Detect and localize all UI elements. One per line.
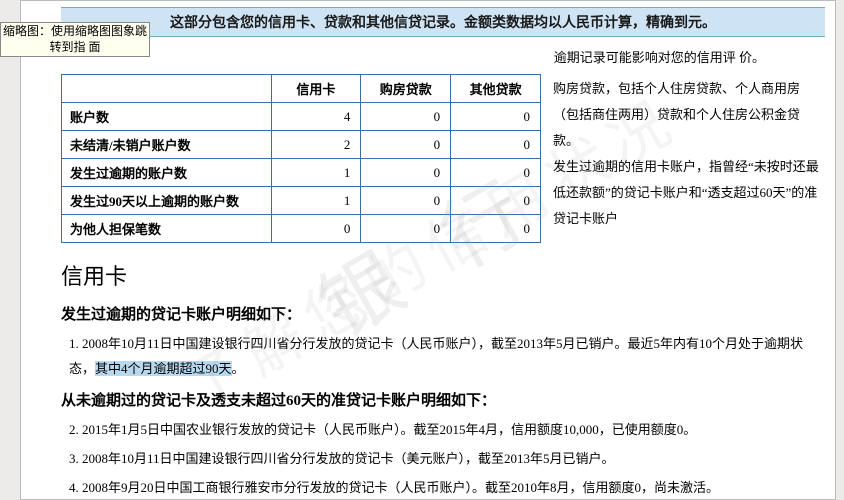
thumbnail-tooltip: 缩略图：使用缩略图图象跳转到指 面: [0, 22, 150, 57]
list-item: 1. 2008年10月11日中国建设银行四川省分行发放的贷记卡（人民币账户），截…: [69, 332, 825, 381]
cell-label: 未结清/未销户账户数: [62, 131, 272, 159]
sub-title-overdue: 发生过逾期的贷记卡账户明细如下：: [61, 303, 825, 324]
cell-value: 1: [271, 187, 361, 215]
overdue-note: 逾期记录可能影响对您的信用评 价。: [61, 47, 825, 66]
cell-value: 0: [361, 187, 451, 215]
cell-value: 0: [361, 159, 451, 187]
cell-value: 2: [271, 131, 361, 159]
table-row: 账户数 4 0 0: [62, 103, 541, 131]
list-item: 2. 2015年1月5日中国农业银行发放的贷记卡（人民币账户）。截至2015年4…: [69, 418, 825, 443]
cell-label: 账户数: [62, 103, 272, 131]
cell-value: 0: [451, 159, 541, 187]
cell-label: 发生过90天以上逾期的账户数: [62, 187, 272, 215]
section-title-credit-card: 信用卡: [61, 259, 825, 291]
cell-value: 0: [271, 215, 361, 243]
table-row: 发生过逾期的账户数 1 0 0: [62, 159, 541, 187]
cell-value: 0: [361, 215, 451, 243]
cell-label: 为他人担保笔数: [62, 215, 272, 243]
info-banner: 这部分包含您的信用卡、贷款和其他信贷记录。金额类数据均以人民币计算，精确到元。: [61, 7, 825, 37]
cell-value: 0: [361, 103, 451, 131]
side-note-mortgage: 购房贷款，包括个人住房贷款、个人商用房（包括商住两用）贷款和个人住房公积金贷款。: [553, 76, 825, 154]
th-credit-card: 信用卡: [271, 75, 361, 103]
cell-value: 0: [451, 187, 541, 215]
side-note-overdue: 发生过逾期的信用卡账户，指曾经“未按时还最低还款额”的贷记卡账户和“透支超过60…: [553, 154, 825, 232]
cell-value: 0: [451, 103, 541, 131]
list-item: 4. 2008年9月20日中国工商银行雅安市分行发放的贷记卡（人民币账户）。截至…: [69, 476, 825, 500]
cell-value: 0: [361, 131, 451, 159]
sub-title-no-overdue: 从未逾期过的贷记卡及透支未超过60天的准贷记卡账户明细如下：: [61, 389, 825, 410]
item-highlight: 其中4个月逾期超过90天: [95, 361, 232, 376]
th-other-loan: 其他贷款: [451, 75, 541, 103]
th-blank: [62, 75, 272, 103]
table-row: 未结清/未销户账户数 2 0 0: [62, 131, 541, 159]
side-explanation: 购房贷款，包括个人住房贷款、个人商用房（包括商住两用）贷款和个人住房公积金贷款。…: [553, 74, 825, 243]
table-row: 为他人担保笔数 0 0 0: [62, 215, 541, 243]
credit-summary-table: 信用卡 购房贷款 其他贷款 账户数 4 0 0 未结清/未销户账户数 2 0 0: [61, 74, 541, 243]
cell-value: 0: [451, 215, 541, 243]
cell-label: 发生过逾期的账户数: [62, 159, 272, 187]
document-page: 银 行 了解您的信用状况 这部分包含您的信用卡、贷款和其他信贷记录。金额类数据均…: [20, 0, 836, 500]
cell-value: 0: [451, 131, 541, 159]
item-text: 。: [232, 361, 245, 376]
cell-value: 1: [271, 159, 361, 187]
table-row: 发生过90天以上逾期的账户数 1 0 0: [62, 187, 541, 215]
cell-value: 4: [271, 103, 361, 131]
list-item: 3. 2008年10月11日中国建设银行四川省分行发放的贷记卡（美元账户），截至…: [69, 447, 825, 472]
th-mortgage: 购房贷款: [361, 75, 451, 103]
